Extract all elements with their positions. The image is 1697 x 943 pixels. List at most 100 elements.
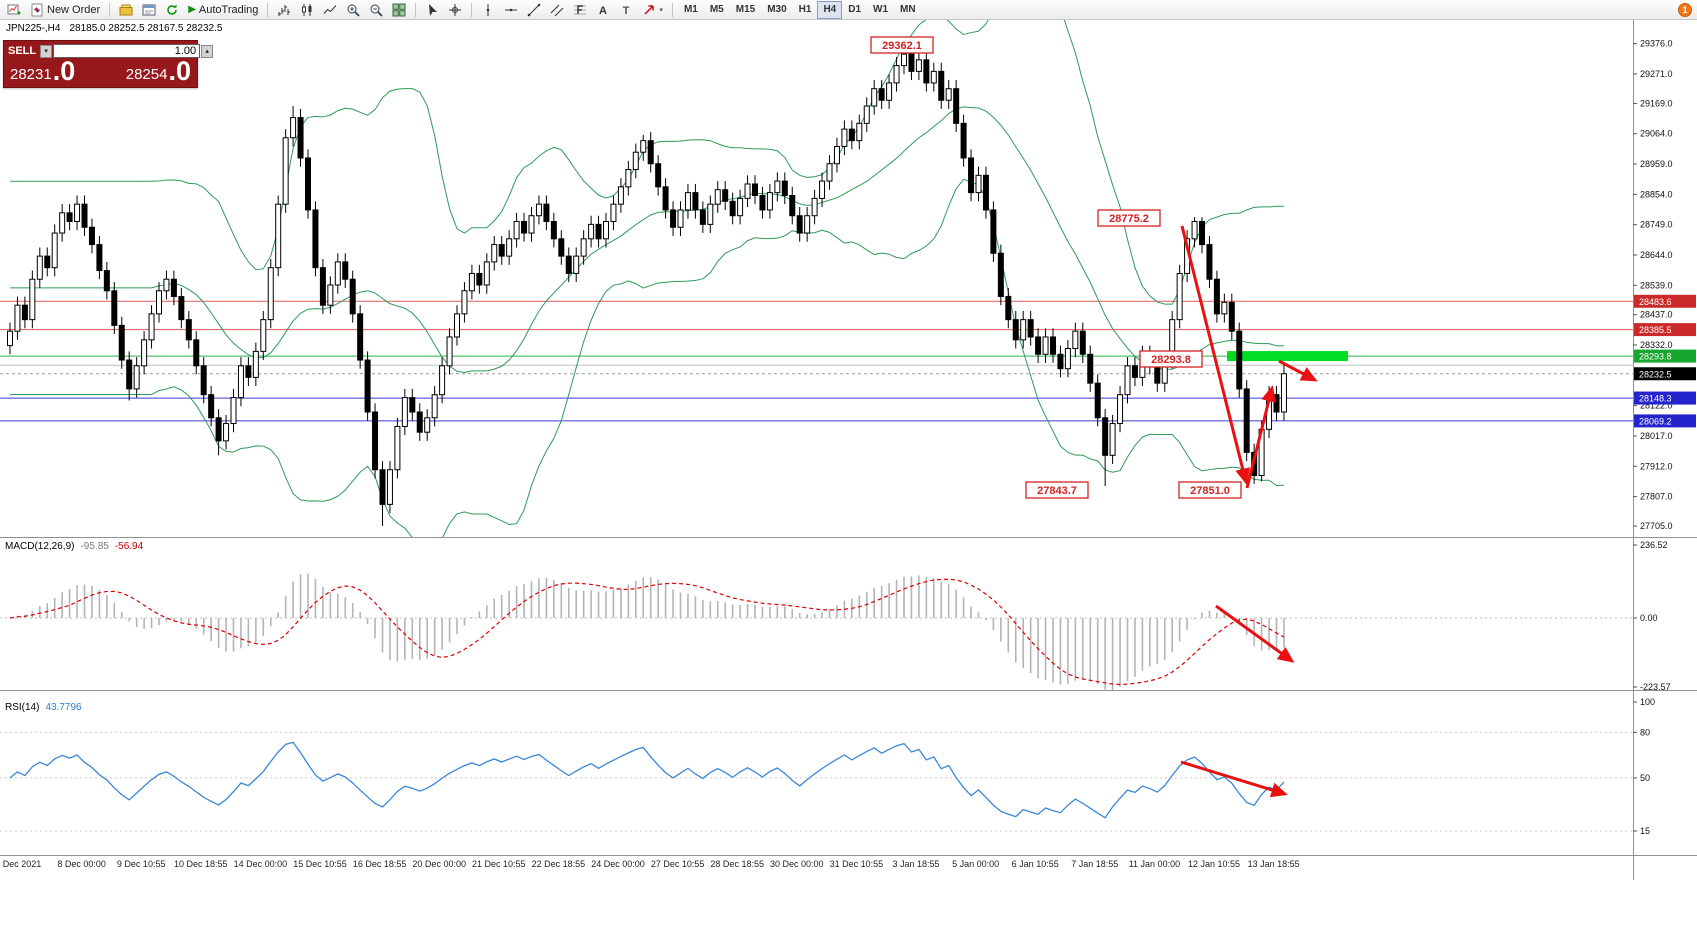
svg-text:28293.8: 28293.8 [1639, 352, 1672, 362]
tile-windows-button[interactable] [388, 1, 410, 19]
time-axis[interactable]: Dec 2021 8 Dec 00:00 9 Dec 10:55 10 Dec 18:… [3, 859, 1300, 869]
svg-text:Dec 2021: Dec 2021 [3, 859, 42, 869]
trendline-icon [528, 3, 541, 16]
svg-text:100: 100 [1640, 697, 1655, 707]
sell-price[interactable]: 28231 .0 [10, 56, 76, 86]
highlight-zone [1227, 351, 1348, 362]
toolbar-separator [267, 2, 269, 17]
trendline-tool-button[interactable] [523, 1, 545, 19]
svg-text:28 Dec 18:55: 28 Dec 18:55 [710, 859, 764, 869]
chart-canvas[interactable]: 29362.1 28775.2 28293.8 27843.7 27851.0 29376… [0, 20, 1697, 943]
rsi-pane [0, 731, 1633, 832]
vertical-line-tool-button[interactable] [477, 1, 499, 19]
svg-text:5 Jan 00:00: 5 Jan 00:00 [952, 859, 999, 869]
tile-windows-icon [392, 3, 406, 16]
svg-text:27 Dec 10:55: 27 Dec 10:55 [651, 859, 705, 869]
horizontal-line-tool-button[interactable] [500, 1, 522, 19]
profiles-icon [119, 4, 133, 15]
zoom-out-button[interactable] [365, 1, 387, 19]
bar-chart-icon [278, 4, 291, 16]
new-chart-button[interactable] [3, 1, 25, 19]
notification-badge[interactable]: 1 [1678, 3, 1692, 17]
autotrading-button[interactable]: ▶ AutoTrading [184, 1, 262, 19]
volume-input[interactable] [53, 44, 201, 58]
zoom-in-button[interactable] [342, 1, 364, 19]
svg-text:28385.5: 28385.5 [1639, 325, 1672, 335]
fibonacci-tool-button[interactable] [569, 1, 591, 19]
svg-text:27912.0: 27912.0 [1640, 461, 1673, 471]
svg-text:T: T [623, 5, 630, 17]
new-order-button[interactable]: New Order [26, 1, 104, 19]
timeframe-mn-button[interactable]: MN [894, 1, 922, 19]
toolbar-separator [415, 2, 417, 17]
svg-text:28122.0: 28122.0 [1640, 401, 1673, 411]
line-chart-button[interactable] [319, 1, 341, 19]
svg-text:28293.8: 28293.8 [1151, 354, 1191, 366]
volume-decrease-button[interactable]: ▾ [40, 44, 53, 58]
label-tool-button[interactable]: T [615, 1, 637, 19]
svg-text:20 Dec 00:00: 20 Dec 00:00 [412, 859, 466, 869]
svg-text:7 Jan 18:55: 7 Jan 18:55 [1071, 859, 1118, 869]
bar-chart-button[interactable] [273, 1, 295, 19]
data-window-button[interactable] [138, 1, 160, 19]
svg-text:14 Dec 00:00: 14 Dec 00:00 [234, 859, 288, 869]
refresh-button[interactable] [161, 1, 183, 19]
svg-text:31 Dec 10:55: 31 Dec 10:55 [830, 859, 884, 869]
charts-profile-button[interactable] [115, 1, 137, 19]
chart-ohlc-values: 28185.0 28252.5 28167.5 28232.5 [69, 23, 223, 34]
svg-text:10 Dec 18:55: 10 Dec 18:55 [174, 859, 228, 869]
timeframe-buttons: M1 M5 M15 M30 H1 H4 D1 W1 MN [678, 0, 922, 19]
channel-tool-button[interactable] [546, 1, 568, 19]
svg-text:29362.1: 29362.1 [882, 40, 922, 52]
timeframe-h1-button[interactable]: H1 [793, 1, 818, 19]
svg-text:28644.0: 28644.0 [1640, 250, 1673, 260]
timeframe-w1-button[interactable]: W1 [867, 1, 894, 19]
svg-text:21 Dec 10:55: 21 Dec 10:55 [472, 859, 526, 869]
buy-button[interactable]: BUY [217, 45, 241, 57]
crosshair-button[interactable] [444, 1, 466, 19]
timeframe-m1-button[interactable]: M1 [678, 1, 704, 19]
horizontal-line-icon [505, 8, 518, 11]
price-axis[interactable]: 29376.0 29271.0 29169.0 29064.0 28959.0 28854… [1633, 39, 1696, 836]
cursor-button[interactable] [421, 1, 443, 19]
timeframe-m30-button[interactable]: M30 [761, 1, 792, 19]
svg-text:22 Dec 18:55: 22 Dec 18:55 [532, 859, 586, 869]
toolbar-separator [671, 2, 673, 17]
candlestick-chart-button[interactable] [296, 1, 318, 19]
macd-indicator-label: MACD(12,26,9) -95.85 -56.94 [5, 541, 143, 552]
macd-pane [0, 573, 1633, 690]
svg-text:A: A [599, 5, 607, 17]
buy-price[interactable]: 28254 .0 [126, 58, 191, 85]
svg-text:3 Jan 18:55: 3 Jan 18:55 [892, 859, 939, 869]
chart-title: JPN225-,H4 28185.0 28252.5 28167.5 28232… [6, 23, 222, 34]
svg-text:236.52: 236.52 [1640, 540, 1668, 550]
sell-price-big-digits: .0 [52, 56, 76, 86]
timeframe-m15-button[interactable]: M15 [730, 1, 761, 19]
trade-panel-prices: 28231 .0 28254 .0 [4, 56, 197, 87]
timeframe-d1-button[interactable]: D1 [842, 1, 867, 19]
svg-text:29064.0: 29064.0 [1640, 129, 1673, 139]
sell-button[interactable]: SELL [8, 45, 37, 57]
svg-text:0.00: 0.00 [1640, 613, 1658, 623]
one-click-trading-panel: SELL ▾ ▴ BUY 28231 .0 28254 .0 [3, 40, 240, 88]
svg-text:28749.0: 28749.0 [1640, 220, 1673, 230]
zoom-in-icon [347, 4, 361, 17]
svg-text:15 Dec 10:55: 15 Dec 10:55 [293, 859, 347, 869]
vertical-line-icon [487, 3, 490, 16]
arrows-tool-button[interactable]: ▾ [638, 1, 667, 19]
fibonacci-icon [574, 4, 587, 14]
rsi-value: 43.7796 [45, 702, 82, 713]
candles-layer [7, 47, 1287, 527]
svg-text:27843.7: 27843.7 [1037, 485, 1077, 497]
horizontal-level-lines [0, 300, 1633, 422]
crosshair-icon [449, 3, 462, 16]
annotation-arrows [1180, 225, 1318, 798]
text-tool-button[interactable]: A [592, 1, 614, 19]
volume-increase-button[interactable]: ▴ [201, 44, 214, 58]
timeframe-m5-button[interactable]: M5 [704, 1, 730, 19]
svg-text:16 Dec 18:55: 16 Dec 18:55 [353, 859, 407, 869]
timeframe-h4-button[interactable]: H4 [817, 0, 843, 19]
svg-text:28775.2: 28775.2 [1109, 213, 1149, 225]
svg-text:28148.3: 28148.3 [1639, 394, 1672, 404]
svg-text:6 Jan 10:55: 6 Jan 10:55 [1012, 859, 1059, 869]
